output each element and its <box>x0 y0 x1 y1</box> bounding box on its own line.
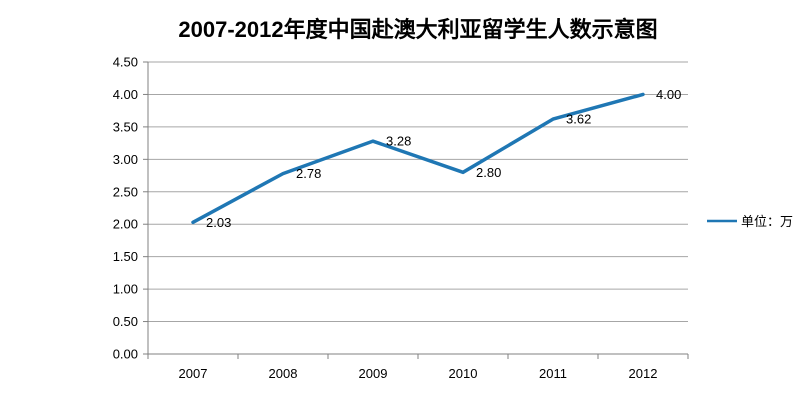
data-point-label: 3.28 <box>386 134 411 149</box>
x-tick-label: 2012 <box>629 366 658 381</box>
y-tick-label: 4.50 <box>113 55 138 70</box>
y-tick-label: 0.00 <box>113 347 138 362</box>
gridlines-layer <box>148 61 688 323</box>
x-tick-label: 2011 <box>539 366 567 381</box>
chart-title: 2007-2012年度中国赴澳大利亚留学生人数示意图 <box>178 17 657 42</box>
data-point-label: 2.80 <box>476 165 501 180</box>
y-tick-label: 3.00 <box>113 152 138 167</box>
legend: 单位：万 <box>707 214 793 229</box>
x-tick-label: 2010 <box>449 366 478 381</box>
legend-label: 单位：万 <box>741 214 793 229</box>
y-tick-label: 0.50 <box>113 314 138 329</box>
data-point-label: 4.00 <box>656 87 681 102</box>
axes-layer <box>143 61 689 359</box>
labels-layer: 0.00 0.50 1.00 1.50 2.00 2.50 3.00 3.50 4.00 4.50… <box>113 55 682 382</box>
y-tick-label: 1.00 <box>113 282 138 297</box>
x-tick-label: 2007 <box>179 366 208 381</box>
y-tick-label: 4.00 <box>113 87 138 102</box>
x-tick-label: 2009 <box>359 366 388 381</box>
series-layer <box>191 92 645 225</box>
y-tick-label: 1.50 <box>113 249 138 264</box>
data-point-label: 3.62 <box>566 112 591 127</box>
y-tick-label: 2.50 <box>113 184 138 199</box>
x-tick-label: 2008 <box>269 366 298 381</box>
y-tick-label: 3.50 <box>113 119 138 134</box>
y-tick-label: 2.00 <box>113 217 138 232</box>
data-point-label: 2.03 <box>206 215 231 230</box>
series-line <box>191 92 645 225</box>
data-point-label: 2.78 <box>296 166 321 181</box>
